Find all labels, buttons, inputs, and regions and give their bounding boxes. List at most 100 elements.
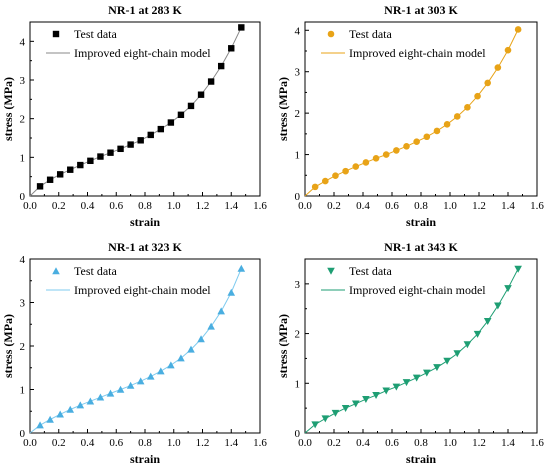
data-point	[433, 364, 441, 372]
chart-title: NR-1 at 323 K	[108, 240, 182, 254]
data-point	[197, 91, 205, 98]
data-point	[382, 151, 390, 158]
chart-panel-4: NR-1 at 343 K 0.0 0.2 0.4 0.6 0.8 1.0 1.2 1.4 1.6…	[276, 240, 544, 466]
data-point	[217, 62, 225, 70]
x-axis-label: strain	[130, 452, 160, 466]
data-point	[56, 410, 64, 418]
data-point	[392, 383, 401, 391]
legend-label-model: Improved eight-chain model	[74, 283, 211, 297]
data-point	[217, 307, 225, 315]
legend-label-test-data: Test data	[74, 27, 117, 41]
chart-title: NR-1 at 343 K	[384, 240, 458, 254]
data-point	[423, 133, 431, 141]
data-point	[494, 302, 502, 310]
data-point	[66, 405, 75, 413]
data-point	[474, 92, 481, 100]
y-axis-label: stress (MPa)	[1, 77, 15, 141]
x-tick-label: 0.2	[327, 200, 341, 212]
x-tick-label: 1.0	[443, 200, 457, 212]
model-curve	[304, 268, 519, 434]
data-point	[167, 119, 175, 126]
data-point	[372, 392, 380, 400]
data-point	[157, 367, 165, 375]
data-point	[117, 145, 124, 153]
data-point	[77, 161, 84, 169]
data-point	[464, 104, 471, 111]
y-tick-label: 1	[295, 378, 301, 390]
data-point	[116, 385, 125, 393]
x-tick-label: 0.6	[109, 200, 123, 212]
y-tick-label: 0	[295, 428, 301, 440]
model-curve	[29, 27, 242, 197]
data-point	[402, 379, 411, 387]
x-tick-label: 1.2	[472, 437, 486, 449]
data-point	[157, 125, 165, 133]
data-point	[372, 155, 380, 162]
x-tick-label: 0.6	[385, 200, 399, 212]
data-point	[311, 183, 319, 191]
y-tick-label: 2	[295, 329, 301, 341]
legend-label-model: Improved eight-chain model	[74, 46, 211, 60]
data-point	[423, 369, 431, 377]
data-point	[237, 264, 246, 272]
x-tick-label: 1.4	[501, 437, 515, 449]
x-tick-label: 1.0	[167, 437, 181, 449]
data-point	[136, 377, 145, 385]
data-point	[311, 421, 319, 429]
x-tick-label: 0.6	[385, 437, 399, 449]
data-point	[107, 149, 114, 156]
x-tick-label: 0.8	[138, 437, 152, 449]
data-point	[341, 404, 350, 412]
chart-title: NR-1 at 303 K	[384, 3, 458, 17]
x-tick-label: 1.4	[224, 200, 238, 212]
y-tick-label: 1	[20, 385, 26, 397]
y-tick-label: 4	[20, 36, 26, 48]
y-tick-label: 2	[20, 341, 26, 353]
data-point	[443, 357, 451, 365]
x-tick-label: 1.2	[472, 200, 486, 212]
model-curve	[304, 29, 519, 197]
y-tick-label: 1	[20, 152, 26, 164]
data-point	[187, 102, 195, 110]
x-tick-label: 0.0	[23, 437, 37, 449]
data-point	[46, 415, 54, 423]
data-point	[412, 374, 421, 382]
x-tick-label: 0.4	[81, 437, 95, 449]
data-point	[362, 395, 370, 403]
data-point	[36, 183, 44, 190]
x-axis-label: strain	[406, 215, 436, 229]
x-tick-label: 1.2	[196, 437, 210, 449]
data-point	[504, 285, 512, 293]
data-point	[504, 46, 512, 54]
legend-label-test-data: Test data	[349, 27, 392, 41]
x-tick-label: 0.8	[138, 200, 152, 212]
model-curve	[29, 268, 242, 434]
data-point	[146, 372, 155, 380]
x-tick-label: 1.4	[224, 437, 238, 449]
x-axis-label: strain	[130, 215, 160, 229]
x-tick-label: 0.2	[52, 200, 66, 212]
x-axis-label: strain	[406, 452, 436, 466]
data-point	[473, 330, 482, 338]
data-point	[332, 172, 339, 179]
chart-panel-1: NR-1 at 283 K 0.0 0.2 0.4 0.6 0.8 1.0 1.2 1.4 1.6…	[1, 3, 267, 229]
data-point	[177, 354, 185, 362]
data-point	[483, 317, 492, 325]
data-point	[413, 138, 420, 146]
data-point	[321, 415, 330, 423]
legend-label-model: Improved eight-chain model	[349, 283, 486, 297]
data-point	[484, 79, 492, 87]
data-point	[46, 176, 54, 183]
x-tick-label: 0.0	[298, 200, 312, 212]
y-tick-label: 0	[20, 191, 26, 203]
x-tick-label: 1.6	[253, 437, 267, 449]
data-point	[187, 345, 195, 353]
data-point	[87, 157, 94, 165]
data-point	[403, 142, 410, 150]
y-tick-label: 0	[295, 191, 301, 203]
y-axis-label: stress (MPa)	[276, 314, 290, 378]
data-point	[96, 393, 105, 401]
data-point	[207, 78, 215, 85]
y-tick-label: 3	[295, 279, 301, 291]
